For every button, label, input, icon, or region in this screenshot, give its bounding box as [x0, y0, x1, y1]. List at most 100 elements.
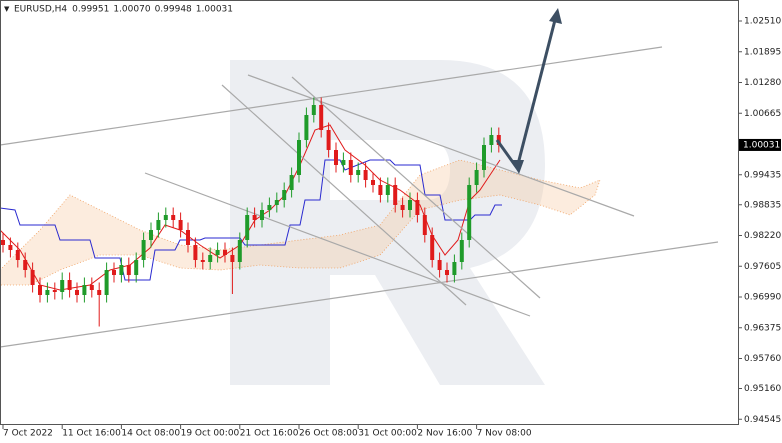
channel-upper — [0, 46, 663, 146]
candle-body — [52, 290, 57, 292]
candle-body — [215, 250, 220, 255]
candle-body — [274, 200, 279, 205]
candle-body — [156, 220, 161, 230]
candle-body — [311, 105, 316, 115]
candle-body — [422, 215, 427, 235]
candle-body — [334, 150, 338, 165]
y-tick-label: 0.98835 — [744, 200, 781, 210]
header-value: 0.99951 — [72, 5, 109, 15]
x-tick-label: 14 Oct 08:00 — [121, 429, 180, 439]
channel-lower — [0, 241, 719, 348]
candle-body — [437, 260, 442, 270]
symbol: EURUSD,H4 — [14, 5, 67, 15]
header-value: 1.00031 — [196, 5, 233, 15]
candle-body — [8, 245, 13, 250]
candle-body — [430, 235, 435, 260]
y-tick-label: 0.97605 — [744, 262, 781, 272]
candle-body — [163, 215, 168, 220]
candle-body — [171, 215, 176, 220]
candle-body — [230, 255, 235, 262]
kijun-line — [0, 159, 502, 281]
candle-body — [378, 185, 383, 195]
x-tick-label: 11 Oct 16:00 — [62, 429, 121, 439]
x-tick-label: 31 Oct 00:00 — [358, 429, 417, 439]
candle-body — [134, 260, 139, 275]
candle-body — [119, 265, 124, 275]
candle-body — [237, 240, 242, 262]
candle-body — [1, 240, 5, 245]
candle-body — [75, 290, 79, 295]
candle-body — [319, 105, 324, 130]
candle-body — [452, 262, 457, 275]
x-tick-label: 21 Oct 16:00 — [240, 429, 299, 439]
header-icon: ▼ — [4, 5, 10, 13]
candle-body — [89, 285, 94, 290]
candle-body — [304, 115, 309, 140]
y-tick-label: 0.96375 — [744, 323, 781, 333]
candle-body — [348, 160, 353, 175]
candle-body — [415, 200, 420, 215]
y-tick-label: 1.00665 — [744, 109, 781, 119]
candle-body — [60, 280, 65, 292]
candle-body — [141, 240, 146, 260]
candle-body — [15, 250, 20, 260]
candle-body — [223, 250, 227, 255]
trend-line — [221, 84, 467, 306]
trend-line — [291, 76, 541, 299]
watermark — [230, 60, 545, 385]
candle-body — [445, 270, 449, 275]
candle-body — [326, 130, 331, 150]
candle-body — [393, 185, 398, 205]
trend-line — [247, 74, 635, 217]
candles — [1, 97, 501, 327]
candle-body — [38, 285, 42, 295]
candle-body — [408, 200, 412, 210]
candle-body — [297, 140, 301, 175]
candle-body — [178, 220, 183, 230]
arrowhead — [511, 160, 524, 174]
candle-body — [149, 230, 153, 240]
candle-body — [400, 205, 405, 210]
x-tick-label: 7 Oct 2022 — [3, 429, 53, 439]
candle-body — [459, 240, 464, 262]
price-label: 1.00031 — [743, 140, 780, 150]
header-value: 0.99948 — [155, 5, 192, 15]
price-label-box — [739, 138, 781, 151]
candle-body — [30, 270, 35, 285]
cloud — [0, 159, 601, 286]
candle-body — [489, 135, 494, 145]
candle-body — [282, 190, 287, 200]
y-tick-label: 0.95160 — [744, 384, 781, 394]
y-tick-label: 1.01280 — [744, 78, 781, 88]
y-tick-label: 0.94545 — [744, 415, 781, 425]
candle-body — [104, 270, 109, 295]
y-tick-label: 0.99435 — [744, 170, 781, 180]
candle-body — [341, 160, 346, 165]
candle-body — [186, 230, 190, 245]
candle-body — [252, 215, 257, 220]
x-tick-label: 7 Nov 08:00 — [477, 429, 532, 439]
candle-body — [126, 265, 131, 275]
y-tick-label: 0.98220 — [744, 231, 781, 241]
candle-body — [82, 285, 87, 295]
candle-body — [200, 260, 205, 262]
candle-body — [474, 170, 479, 185]
y-tick-label: 0.96990 — [744, 293, 781, 303]
candle-body — [267, 205, 272, 210]
candle-body — [245, 215, 250, 240]
candle-body — [371, 180, 375, 185]
candle-body — [23, 260, 28, 270]
y-tick-label: 1.01895 — [744, 47, 781, 57]
candle-body — [260, 210, 264, 220]
candle-body — [289, 175, 294, 190]
candle-body — [67, 280, 72, 290]
candle-body — [112, 270, 116, 275]
trend-line — [144, 172, 531, 317]
candle-body — [385, 185, 390, 195]
x-tick-label: 2 Nov 16:00 — [417, 429, 472, 439]
arrowhead — [549, 8, 562, 24]
candle-body — [208, 255, 213, 262]
candle-body — [193, 245, 198, 260]
